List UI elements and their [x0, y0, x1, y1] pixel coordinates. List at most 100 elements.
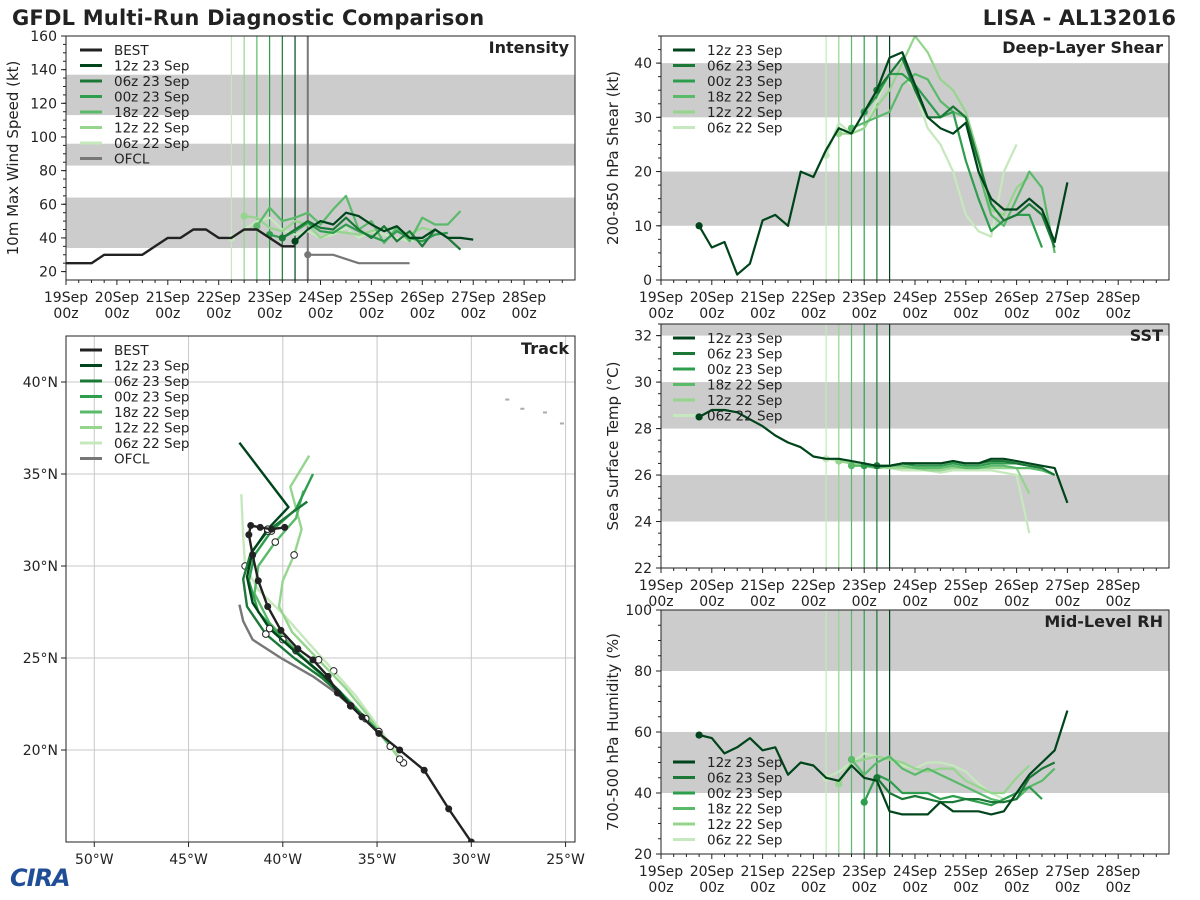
x-tick-label: 23Sep — [247, 290, 291, 306]
x-tick-label: 26Sep — [994, 864, 1038, 880]
x-tick-label: 23Sep — [842, 864, 886, 880]
init-point-12z-23-sep — [291, 237, 299, 245]
x-tick-label: 25Sep — [944, 578, 988, 594]
y-tick-label: 80 — [39, 164, 57, 180]
y-axis-label: Sea Surface Temp (°C) — [604, 361, 622, 530]
y-tick-label: 22 — [634, 561, 652, 577]
legend-label-06z-22-sep: 06z 22 Sep — [707, 121, 782, 137]
legend-label-06z-22-sep: 06z 22 Sep — [114, 436, 189, 452]
x-tick-label: 22Sep — [791, 290, 835, 306]
x-tick-label: 45°W — [169, 852, 208, 868]
legend-label-06z-23-sep: 06z 23 Sep — [114, 74, 189, 90]
track-point-best — [324, 672, 332, 680]
y-tick-label: 28 — [634, 422, 652, 438]
threshold-band — [661, 324, 1169, 336]
x-tick-sublabel: 00z — [1055, 880, 1080, 896]
x-tick-sublabel: 00z — [1055, 306, 1080, 322]
legend-label-06z-22-sep: 06z 22 Sep — [114, 136, 189, 152]
series-line-best — [66, 228, 296, 265]
y-tick-label: 60 — [39, 197, 57, 213]
y-tick-label: 20 — [634, 847, 652, 863]
init-point-18z-22-sep — [847, 462, 856, 470]
init-point-06z-23-sep — [278, 234, 286, 242]
x-tick-sublabel: 00z — [902, 306, 927, 322]
legend-label-12z-23-sep: 12z 23 Sep — [114, 59, 189, 75]
x-tick-label: 27Sep — [451, 290, 495, 306]
x-tick-sublabel: 00z — [648, 306, 673, 322]
track-line-best — [247, 524, 473, 842]
x-tick-sublabel: 00z — [801, 594, 826, 610]
y-tick-label: 120 — [30, 96, 57, 112]
y-tick-label: 100 — [30, 130, 57, 146]
x-tick-label: 26Sep — [400, 290, 444, 306]
init-point-18z-22-sep — [253, 222, 261, 230]
track-panel: 50°W 45°W 40°W 35°W 30°W 25°W 20°N 25°N 30°N 35°N… — [23, 335, 585, 868]
x-tick-label: 27Sep — [1045, 290, 1089, 306]
track-point-best — [358, 713, 366, 721]
series-line-06z-23-sep — [281, 216, 462, 251]
x-tick-label: 19Sep — [639, 578, 683, 594]
x-tick-sublabel: 00z — [359, 306, 384, 322]
map-area — [66, 336, 575, 842]
x-tick-sublabel: 00z — [801, 306, 826, 322]
track-point-best — [254, 577, 262, 585]
y-tick-label: 100 — [625, 603, 652, 619]
x-tick-sublabel: 00z — [699, 594, 724, 610]
x-tick-sublabel: 00z — [1004, 880, 1029, 896]
track-point-best — [249, 551, 257, 559]
x-tick-label: 28Sep — [1096, 578, 1140, 594]
panel-title: Track — [521, 339, 569, 358]
legend-label-ofcl: OFCL — [114, 452, 150, 468]
legend-label-12z-22-sep: 12z 22 Sep — [707, 817, 782, 833]
track-line-ofcl — [238, 604, 352, 707]
series-line-18z-22-sep — [850, 755, 1056, 804]
track-point-best — [347, 702, 355, 710]
x-tick-sublabel: 00z — [155, 306, 180, 322]
intensity-panel: 2040608010012014016019Sep00z20Sep00z21Se… — [4, 29, 576, 322]
x-tick-label: 25Sep — [349, 290, 393, 306]
y-tick-label: 26 — [634, 468, 652, 484]
track-point-best — [467, 838, 475, 842]
x-tick-label: 26Sep — [994, 578, 1038, 594]
legend-label-06z-22-sep: 06z 22 Sep — [707, 409, 782, 425]
threshold-band — [661, 382, 1169, 429]
track-point-18z-22-sep — [271, 538, 280, 546]
legend-label-06z-22-sep: 06z 22 Sep — [707, 833, 782, 849]
x-tick-label: 25Sep — [944, 290, 988, 306]
legend-label-18z-22-sep: 18z 22 Sep — [707, 802, 782, 818]
track-point-12z-22-sep — [395, 755, 404, 764]
legend-label-18z-22-sep: 18z 22 Sep — [114, 105, 189, 121]
legend-label-12z-23-sep: 12z 23 Sep — [707, 755, 782, 771]
y-tick-label: 40 — [634, 56, 652, 72]
track-point-best — [396, 746, 404, 754]
init-point-12z-22-sep — [240, 212, 248, 220]
x-tick-label: 24Sep — [298, 290, 342, 306]
x-tick-label: 28Sep — [502, 290, 546, 306]
sst-panel: 22242628303219Sep00z20Sep00z21Sep00z22Se… — [604, 323, 1170, 610]
x-tick-sublabel: 00z — [953, 594, 978, 610]
x-tick-sublabel: 00z — [257, 306, 282, 322]
track-point-best — [294, 645, 302, 653]
x-tick-sublabel: 00z — [852, 880, 877, 896]
y-tick-label: 40 — [39, 231, 57, 247]
panel-title: SST — [1130, 326, 1163, 345]
legend-label-06z-23-sep: 06z 23 Sep — [114, 374, 189, 390]
track-point-best — [256, 523, 264, 531]
x-tick-sublabel: 00z — [1004, 594, 1029, 610]
legend-label-12z-22-sep: 12z 22 Sep — [707, 393, 782, 409]
y-tick-label: 30 — [634, 110, 652, 126]
x-tick-sublabel: 00z — [953, 880, 978, 896]
legend-label-06z-23-sep: 06z 23 Sep — [707, 771, 782, 787]
legend-label-12z-23-sep: 12z 23 Sep — [114, 359, 189, 375]
x-tick-label: 27Sep — [1045, 864, 1089, 880]
x-tick-label: 50°W — [75, 852, 114, 868]
init-point-12z-23-sep — [695, 413, 703, 421]
legend-label-12z-22-sep: 12z 22 Sep — [707, 105, 782, 121]
x-tick-sublabel: 00z — [852, 594, 877, 610]
x-tick-sublabel: 00z — [801, 880, 826, 896]
panel-title: Intensity — [489, 38, 570, 57]
x-tick-sublabel: 00z — [750, 594, 775, 610]
x-tick-sublabel: 00z — [902, 880, 927, 896]
init-point-ofcl — [304, 251, 312, 259]
island-outline — [559, 422, 564, 425]
